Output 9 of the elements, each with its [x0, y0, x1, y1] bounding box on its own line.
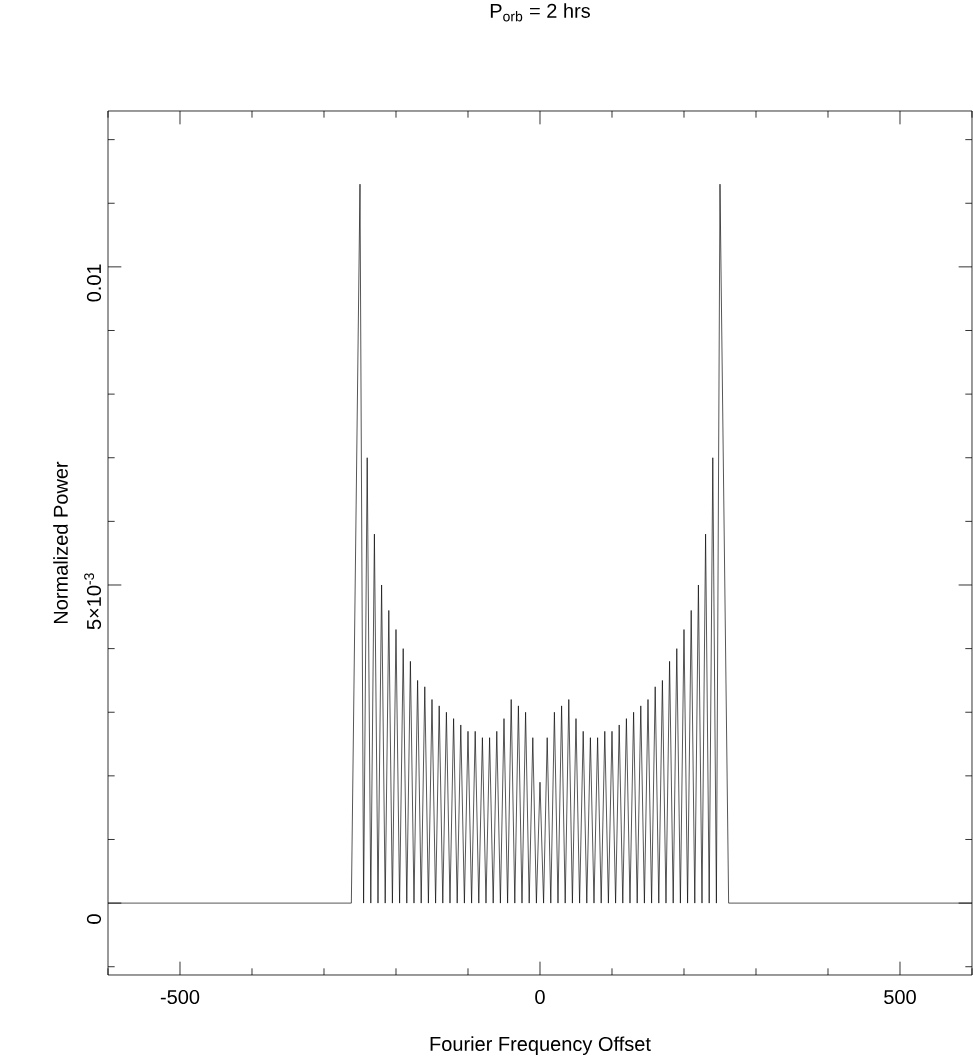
- chart-title: P$_{orb}$ = 2 hrs: [490, 3, 590, 22]
- x-axis-title: Fourier Frequency Offset: [430, 1036, 651, 1055]
- y-tick-label: 0.01: [86, 264, 102, 302]
- y-tick-label: 0: [86, 914, 102, 924]
- x-tick-label: -500: [160, 989, 200, 1005]
- x-tick-label: 500: [884, 989, 916, 1005]
- x-tick-label: 0: [535, 989, 545, 1005]
- y-tick-label: 5×10$^{-3}$: [84, 573, 102, 630]
- y-axis-title: Normalized Power: [53, 461, 68, 624]
